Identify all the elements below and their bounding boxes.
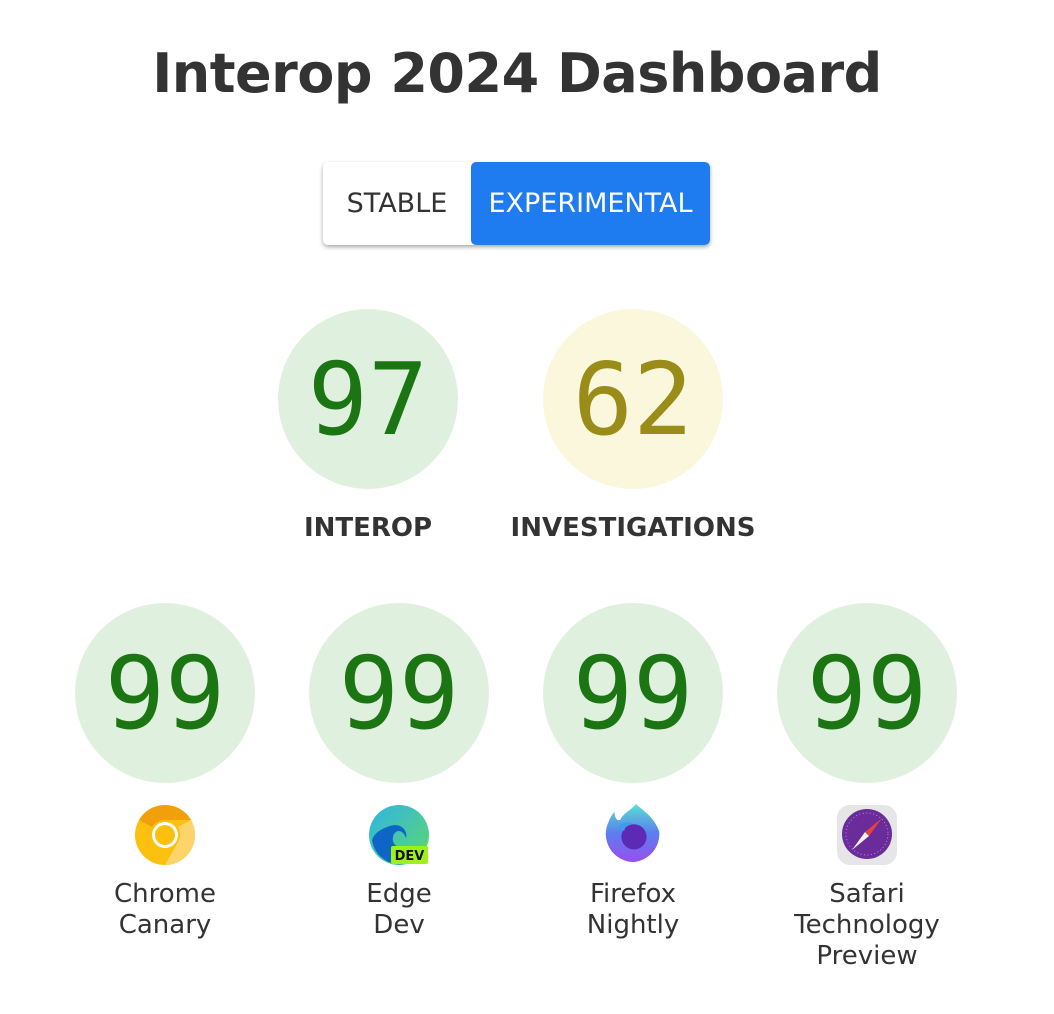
name-line: Safari: [829, 879, 905, 909]
edge-dev-badge: DEV: [395, 849, 425, 864]
name-line: Nightly: [586, 910, 680, 940]
investigations-label: INVESTIGATIONS: [510, 513, 756, 543]
safari-tp-name: Safari Technology Preview: [750, 879, 984, 972]
edge-dev-name: Edge Dev: [282, 879, 516, 941]
name-line: Dev: [373, 910, 425, 940]
firefox-nightly-score: 99: [543, 603, 723, 783]
name-line: Canary: [118, 910, 212, 940]
interop-score: 97: [278, 309, 458, 489]
page-title: Interop 2024 Dashboard: [152, 42, 882, 105]
experimental-button[interactable]: EXPERIMENTAL: [471, 162, 710, 245]
firefox-nightly-icon: [605, 803, 660, 863]
chrome-canary-icon: [135, 805, 196, 865]
name-line: Technology: [794, 910, 940, 940]
investigations-score: 62: [543, 309, 723, 489]
name-line: Firefox: [589, 879, 677, 909]
name-line: Edge: [366, 879, 432, 909]
edge-dev-icon: DEV: [369, 805, 429, 865]
chrome-canary-score: 99: [75, 603, 255, 783]
name-line: Chrome: [114, 879, 216, 909]
name-line: Preview: [816, 941, 918, 971]
chrome-canary-name: Chrome Canary: [48, 879, 282, 941]
interop-label: INTEROP: [303, 513, 433, 543]
safari-technology-preview-icon: [837, 805, 897, 865]
safari-tp-score: 99: [777, 603, 957, 783]
stable-button[interactable]: STABLE: [323, 162, 471, 245]
firefox-nightly-name: Firefox Nightly: [516, 879, 750, 941]
edge-dev-score: 99: [309, 603, 489, 783]
channel-toggle: STABLE EXPERIMENTAL: [323, 162, 710, 245]
